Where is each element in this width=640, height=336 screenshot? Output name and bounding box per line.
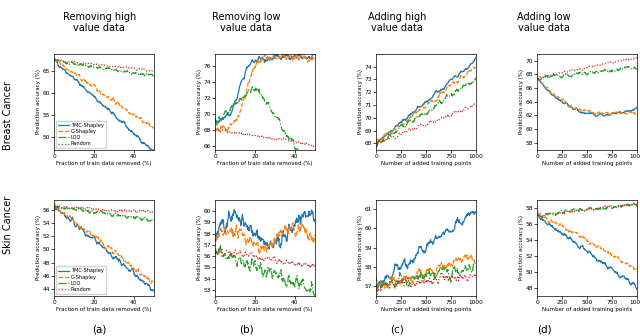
Text: Adding low
value data: Adding low value data: [517, 12, 571, 33]
X-axis label: Fraction of train data removed (%): Fraction of train data removed (%): [218, 307, 313, 312]
Legend: TMC-Shapley, G-Shapley, LOO, Random: TMC-Shapley, G-Shapley, LOO, Random: [56, 121, 106, 148]
X-axis label: Fraction of train data removed (%): Fraction of train data removed (%): [56, 161, 152, 166]
X-axis label: Number of added training points: Number of added training points: [381, 161, 471, 166]
Text: (a): (a): [92, 324, 106, 334]
Y-axis label: Prediction accuracy (%): Prediction accuracy (%): [36, 215, 41, 280]
X-axis label: Fraction of train data removed (%): Fraction of train data removed (%): [218, 161, 313, 166]
X-axis label: Number of added training points: Number of added training points: [381, 307, 471, 312]
Text: Adding high
value data: Adding high value data: [367, 12, 426, 33]
Y-axis label: Prediction accuracy (%): Prediction accuracy (%): [196, 69, 202, 134]
Y-axis label: Prediction accuracy (%): Prediction accuracy (%): [358, 69, 363, 134]
X-axis label: Number of added training points: Number of added training points: [542, 307, 632, 312]
Y-axis label: Prediction accuracy (%): Prediction accuracy (%): [518, 215, 524, 280]
Y-axis label: Prediction accuracy (%): Prediction accuracy (%): [518, 69, 524, 134]
Y-axis label: Prediction accuracy (%): Prediction accuracy (%): [196, 215, 202, 280]
Text: Breast Cancer: Breast Cancer: [3, 81, 13, 151]
Legend: TMC-Shapley, G-Shapley, LOO, Random: TMC-Shapley, G-Shapley, LOO, Random: [56, 266, 106, 294]
Text: (b): (b): [239, 324, 253, 334]
X-axis label: Fraction of train data removed (%): Fraction of train data removed (%): [56, 307, 152, 312]
Text: (c): (c): [390, 324, 404, 334]
Y-axis label: Prediction accuracy (%): Prediction accuracy (%): [36, 69, 41, 134]
Text: Skin Cancer: Skin Cancer: [3, 196, 13, 254]
Y-axis label: Prediction accuracy (%): Prediction accuracy (%): [358, 215, 363, 280]
X-axis label: Number of added training points: Number of added training points: [542, 161, 632, 166]
Text: (d): (d): [537, 324, 551, 334]
Text: Removing high
value data: Removing high value data: [63, 12, 136, 33]
Text: Removing low
value data: Removing low value data: [212, 12, 281, 33]
